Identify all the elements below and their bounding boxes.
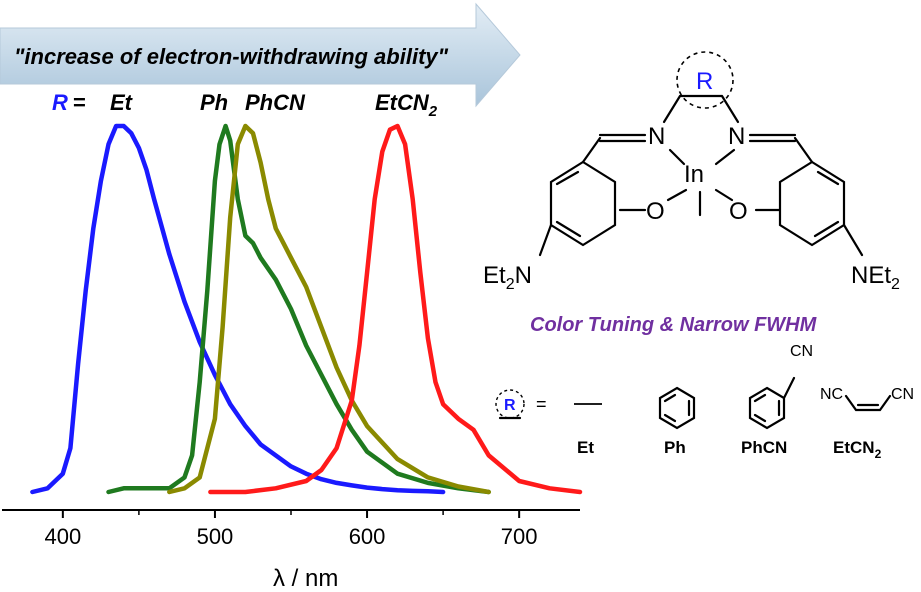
cyano-label-right: CN xyxy=(891,386,914,403)
spectrum-line-et xyxy=(30,123,446,495)
r-group-label: R xyxy=(696,68,713,95)
spectrum-line-etcn2 xyxy=(208,123,583,495)
x-tick-label-700: 700 xyxy=(501,524,538,549)
x-tick-label-500: 500 xyxy=(197,524,234,549)
oxygen-left: O xyxy=(646,198,665,225)
right-benzene-ring xyxy=(754,160,846,247)
legend-r-circle xyxy=(495,389,525,419)
x-tick-label-600: 600 xyxy=(349,524,386,549)
spectrum-line-ph xyxy=(106,123,491,495)
legend-name-et: Et xyxy=(577,438,594,457)
tagline: Color Tuning & Narrow FWHM xyxy=(530,314,818,336)
left-benzene-ring xyxy=(549,160,647,247)
series-label-etcn2-sub: 2 xyxy=(428,103,438,120)
series-label-et: Et xyxy=(110,90,134,115)
r-group-circle xyxy=(676,51,734,109)
arrow-shape xyxy=(0,2,521,108)
salen-indium-structure: R N N In O O Et2N NEt2 xyxy=(483,51,900,293)
imine-right xyxy=(748,133,814,164)
oxygen-right: O xyxy=(729,198,748,225)
phenyl-icon xyxy=(658,386,696,430)
cyano-label-left: NC xyxy=(820,386,843,403)
r-group-legend: R = CN NC CN Et Ph PhCN EtCN2 xyxy=(495,343,914,461)
legend-r-label: R xyxy=(504,397,516,414)
x-axis-title: λ / nm xyxy=(273,565,338,592)
nitrogen-left: N xyxy=(648,123,665,150)
dicyanoethenyl-icon: NC CN xyxy=(820,386,914,412)
legend-name-phcn: PhCN xyxy=(741,438,787,457)
r-prefix-equals: = xyxy=(73,90,86,115)
nitrogen-right: N xyxy=(728,123,745,150)
r-prefix-letter: R xyxy=(52,90,68,115)
x-tick-label-400: 400 xyxy=(44,524,81,549)
legend-name-ph: Ph xyxy=(664,438,686,457)
left-amine-bond xyxy=(538,223,553,257)
right-amine-bond xyxy=(842,223,864,257)
indium-center: In xyxy=(684,161,704,188)
legend-name-etcn2: EtCN2 xyxy=(833,438,882,461)
cyanophenyl-icon: CN xyxy=(748,343,813,430)
banner-text: "increase of electron-withdrawing abilit… xyxy=(14,44,449,69)
series-label-ph: Ph xyxy=(200,90,228,115)
left-amine-label: Et2N xyxy=(483,262,532,293)
right-amine-label: NEt2 xyxy=(851,262,900,293)
legend-equals: = xyxy=(536,394,547,414)
metal-coordination xyxy=(666,148,736,217)
spectrum-line-phcn xyxy=(167,123,491,495)
series-label-etcn2: EtCN2 xyxy=(375,90,438,120)
cyano-label-top: CN xyxy=(790,343,813,360)
trend-arrow-banner: "increase of electron-withdrawing abilit… xyxy=(0,2,521,108)
plot-curves xyxy=(30,123,583,495)
series-label-phcn: PhCN xyxy=(245,90,306,115)
bridge-bonds xyxy=(662,94,740,124)
imine-left xyxy=(581,133,647,164)
x-axis: 400 500 600 700 xyxy=(2,509,580,549)
